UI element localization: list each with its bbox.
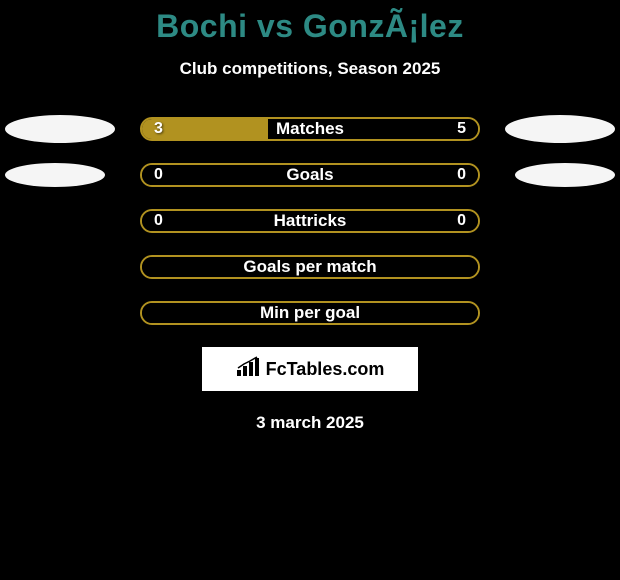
date-text: 3 march 2025 [0,413,620,433]
stat-row: Hattricks 0 0 [0,209,620,233]
stat-row: Min per goal [0,301,620,325]
stat-value-left: 3 [154,120,163,138]
stat-label: Matches [276,119,344,139]
stat-label: Goals [286,165,333,185]
player-ellipse-right [515,163,615,187]
player-ellipse-left [5,163,105,187]
stat-label: Hattricks [274,211,347,231]
stat-bar: Hattricks 0 0 [140,209,480,233]
subtitle: Club competitions, Season 2025 [0,59,620,79]
stat-value-right: 0 [457,166,466,184]
stat-value-right: 5 [457,120,466,138]
comparison-widget: Bochi vs GonzÃ¡lez Club competitions, Se… [0,0,620,433]
stat-bar: Matches 3 5 [140,117,480,141]
stat-row: Goals 0 0 [0,163,620,187]
stat-row: Goals per match [0,255,620,279]
stat-bar: Goals 0 0 [140,163,480,187]
stat-label: Min per goal [260,303,360,323]
stats-container: Matches 3 5 Goals 0 0 Hattricks 0 0 Goals per mat… [0,117,620,325]
page-title: Bochi vs GonzÃ¡lez [0,8,620,45]
stat-label: Goals per match [243,257,376,277]
player-ellipse-left [5,115,115,143]
stat-value-left: 0 [154,212,163,230]
stat-bar: Goals per match [140,255,480,279]
player-ellipse-right [505,115,615,143]
brand-box[interactable]: FcTables.com [202,347,418,391]
stat-bar: Min per goal [140,301,480,325]
stat-value-left: 0 [154,166,163,184]
stat-row: Matches 3 5 [0,117,620,141]
stat-value-right: 0 [457,212,466,230]
brand-chart-icon [236,356,260,383]
brand-text: FcTables.com [266,359,385,380]
